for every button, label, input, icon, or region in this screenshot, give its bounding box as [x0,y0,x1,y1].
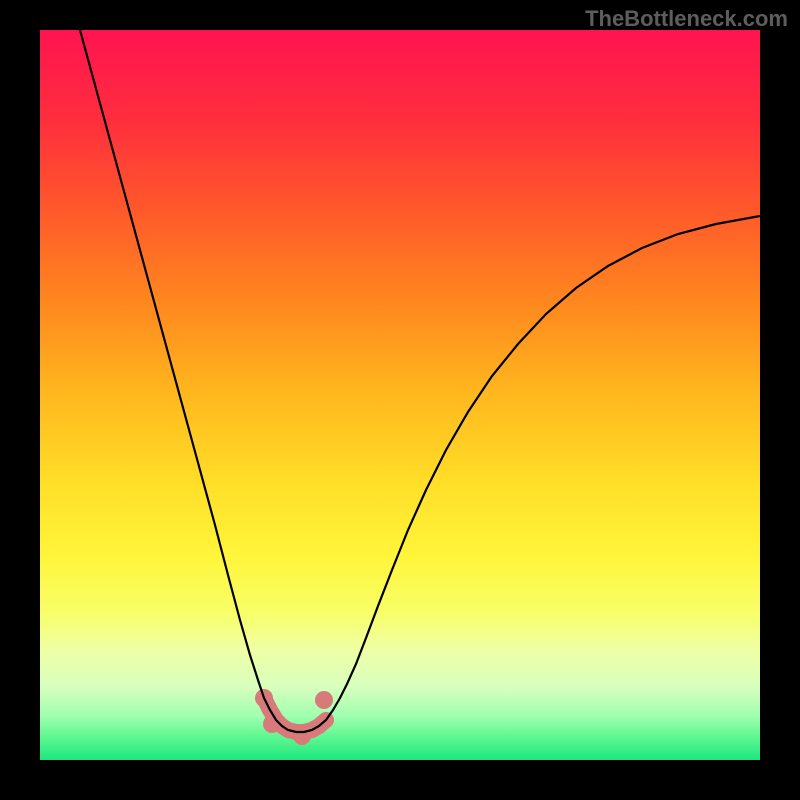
gradient-background [40,30,760,760]
watermark-text: TheBottleneck.com [585,6,788,32]
plot-area [40,30,760,760]
chart-container: TheBottleneck.com [0,0,800,800]
